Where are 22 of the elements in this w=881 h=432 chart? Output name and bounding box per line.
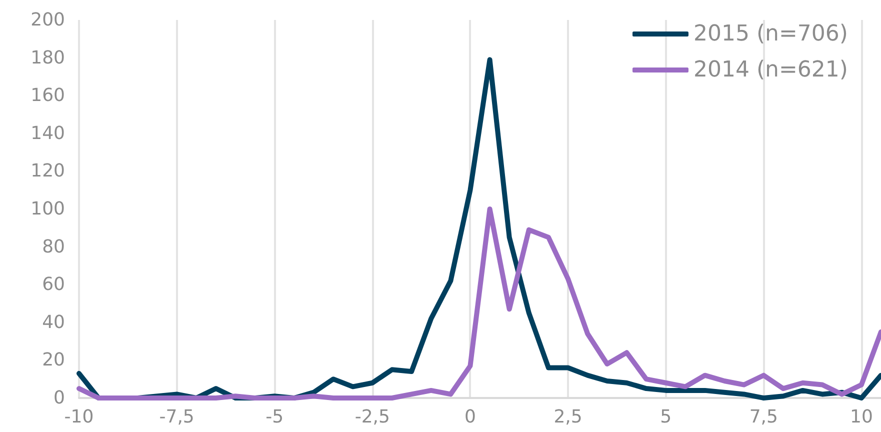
x-tick-label: -2,5: [354, 406, 390, 428]
y-tick-label: 0: [54, 388, 65, 408]
x-tick-label: -10: [64, 406, 94, 428]
y-tick-label: 140: [30, 122, 65, 144]
legend-label: 2014 (n=621): [693, 58, 848, 82]
x-tick-label: 0: [464, 406, 476, 428]
x-tick-label: 5: [660, 406, 672, 428]
y-tick-label: 120: [30, 160, 65, 182]
y-tick-label: 80: [42, 236, 65, 258]
x-tick-label: 7,5: [749, 406, 778, 428]
y-tick-label: 60: [42, 274, 65, 296]
x-tick-label: 10: [850, 406, 873, 428]
y-tick-label: 40: [42, 312, 65, 333]
legend-label: 2015 (n=706): [693, 22, 848, 46]
y-tick-label: 160: [30, 85, 65, 106]
y-tick-label: 200: [30, 10, 65, 30]
x-tick-label: -5: [266, 406, 284, 428]
y-tick-label: 100: [30, 198, 65, 220]
x-tick-label: 2,5: [554, 406, 582, 428]
y-tick-label: 20: [42, 350, 65, 371]
y-tick-label: 180: [30, 47, 65, 68]
x-tick-label: -7,5: [159, 406, 194, 428]
